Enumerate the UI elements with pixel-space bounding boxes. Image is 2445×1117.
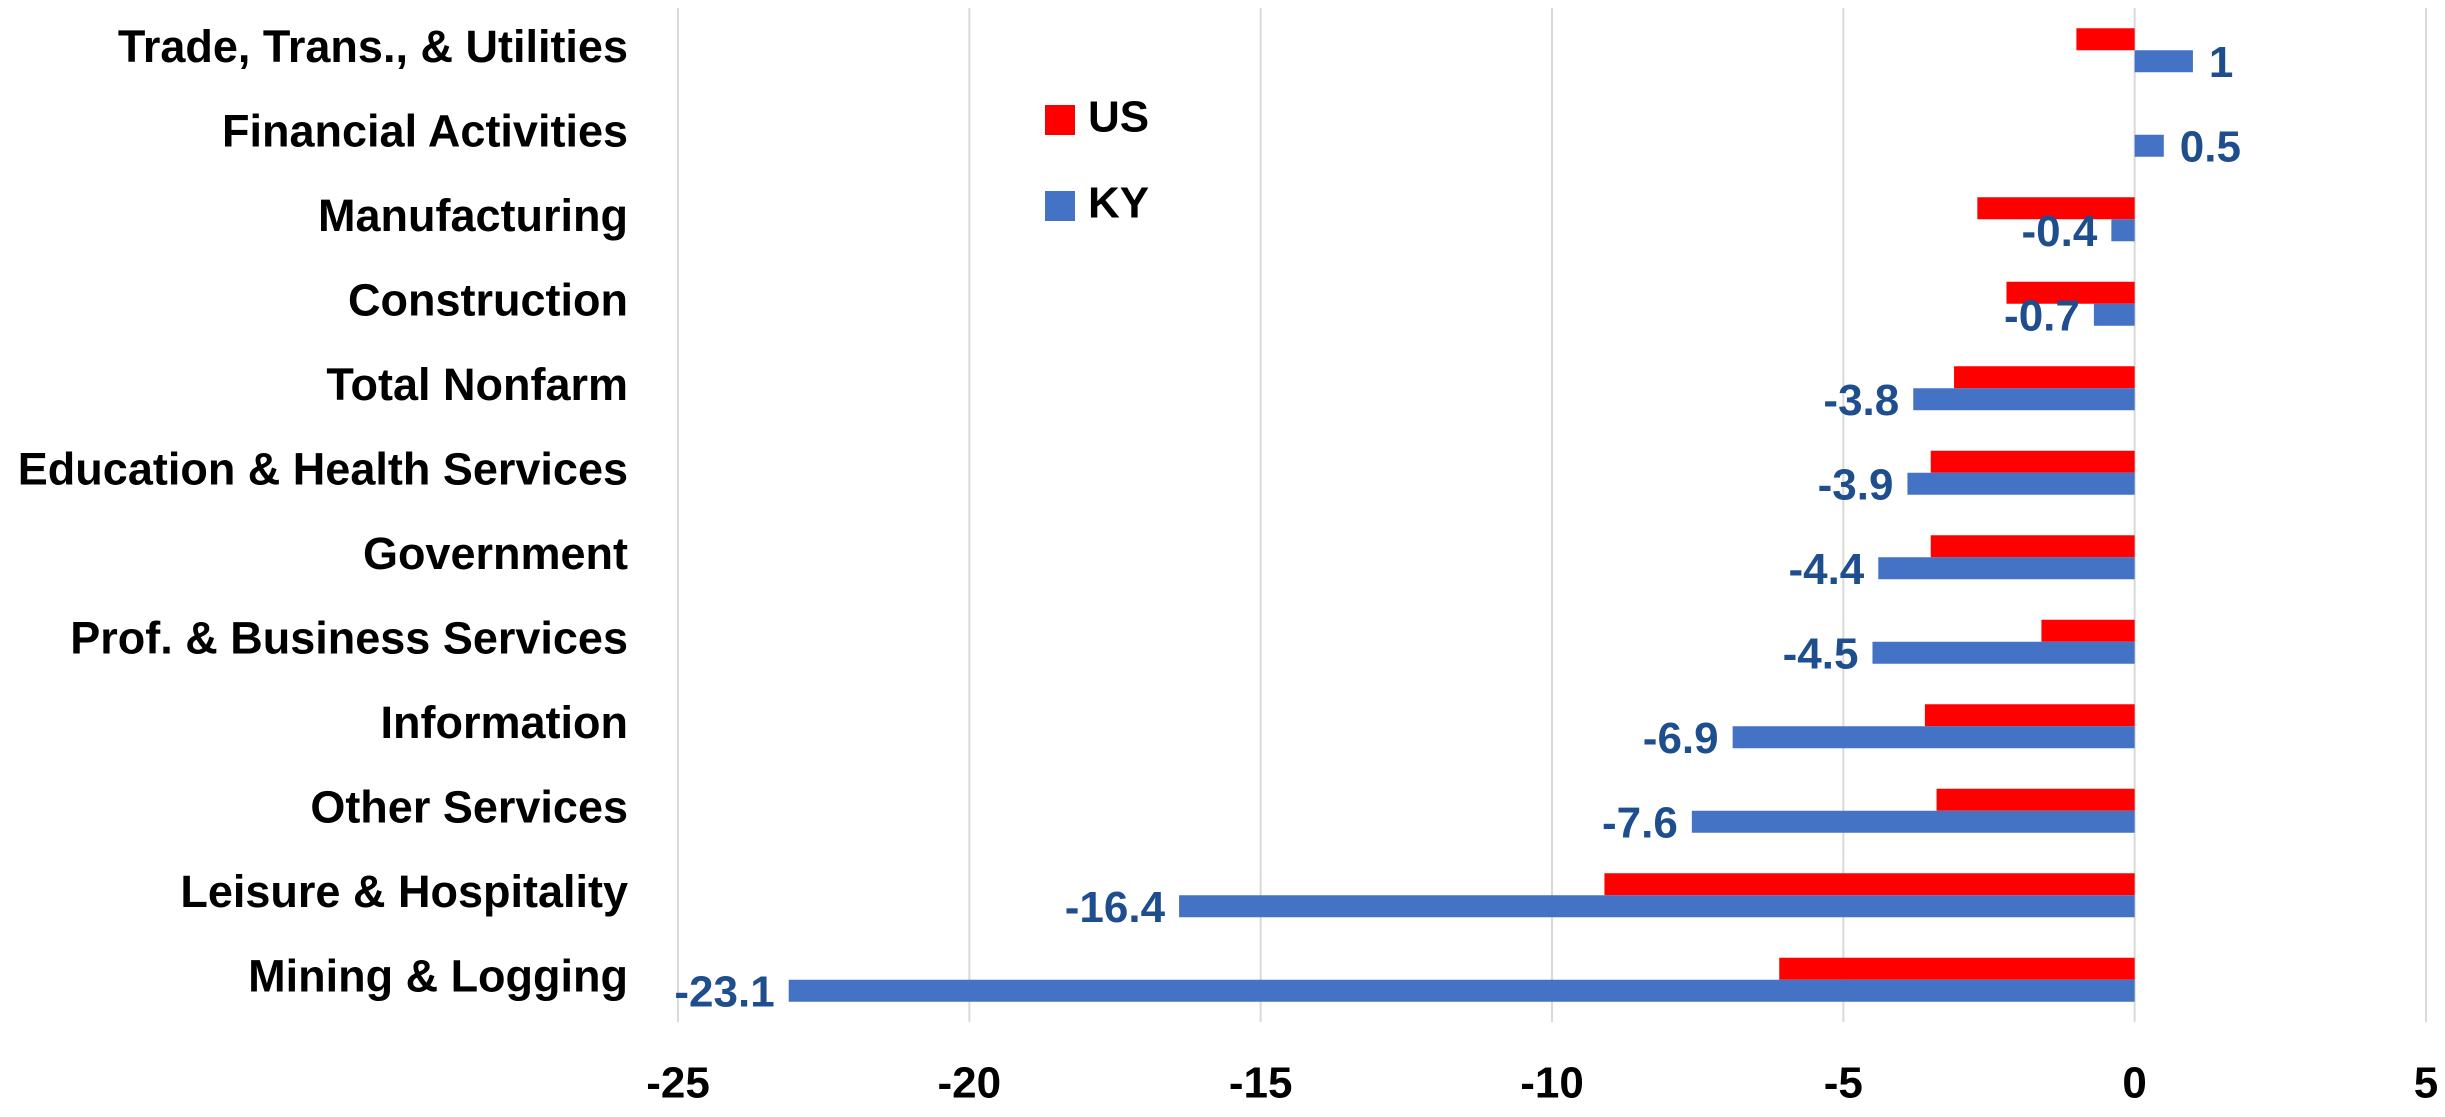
data-label: -3.9 xyxy=(1818,460,1894,509)
x-tick-label: -5 xyxy=(1824,1059,1863,1108)
bar xyxy=(2111,219,2135,242)
category-label: Other Services xyxy=(310,782,628,833)
category-label: Government xyxy=(363,528,628,579)
data-label: -4.5 xyxy=(1783,629,1859,678)
category-label: Prof. & Business Services xyxy=(70,613,628,664)
bar xyxy=(1930,535,2135,558)
data-label: -0.7 xyxy=(2004,291,2080,340)
data-label: 1 xyxy=(2209,38,2233,87)
data-label: -7.6 xyxy=(1602,798,1678,847)
bar xyxy=(1604,873,2135,896)
bar xyxy=(1936,788,2135,811)
category-label: Manufacturing xyxy=(318,190,628,241)
bar xyxy=(2006,281,2135,304)
category-label: Trade, Trans., & Utilities xyxy=(118,21,628,72)
bar xyxy=(2134,50,2193,73)
bar xyxy=(1954,366,2135,389)
data-label: -23.1 xyxy=(674,967,774,1016)
bar xyxy=(1913,388,2135,411)
bar xyxy=(1924,704,2135,727)
legend-swatch xyxy=(1045,191,1075,221)
legend-label: US xyxy=(1088,93,1149,142)
bar xyxy=(1977,197,2135,220)
x-tick-label: -25 xyxy=(646,1059,710,1108)
category-label: Information xyxy=(381,697,628,748)
data-label: -4.4 xyxy=(1788,545,1864,594)
category-label: Construction xyxy=(348,275,628,326)
bar xyxy=(1732,726,2135,749)
bar xyxy=(1179,895,2135,918)
bar xyxy=(2134,134,2164,157)
x-tick-label: -20 xyxy=(938,1059,1002,1108)
data-label: -0.4 xyxy=(2022,207,2098,256)
legend-label: KY xyxy=(1088,179,1149,228)
x-tick-label: -10 xyxy=(1520,1059,1584,1108)
x-tick-label: -15 xyxy=(1229,1059,1293,1108)
bar xyxy=(2076,28,2135,51)
data-label: -3.8 xyxy=(1823,376,1899,425)
data-label: 0.5 xyxy=(2180,122,2241,171)
legend-swatch xyxy=(1045,105,1075,135)
bar xyxy=(1691,810,2135,833)
bar xyxy=(1907,472,2135,495)
category-label: Education & Health Services xyxy=(18,444,628,495)
x-tick-label: 0 xyxy=(2122,1059,2146,1108)
category-label: Total Nonfarm xyxy=(326,359,628,410)
bar xyxy=(1779,957,2135,980)
bar xyxy=(2041,619,2135,642)
bar xyxy=(1872,641,2135,664)
data-label: -6.9 xyxy=(1643,714,1719,763)
bar xyxy=(788,979,2135,1002)
bar xyxy=(1878,557,2135,580)
category-label: Financial Activities xyxy=(222,106,628,157)
category-label: Mining & Logging xyxy=(248,951,628,1002)
bar xyxy=(1930,450,2135,473)
bar xyxy=(2093,303,2135,326)
x-tick-label: 5 xyxy=(2414,1059,2438,1108)
data-label: -16.4 xyxy=(1065,883,1166,932)
category-label: Leisure & Hospitality xyxy=(180,866,628,917)
